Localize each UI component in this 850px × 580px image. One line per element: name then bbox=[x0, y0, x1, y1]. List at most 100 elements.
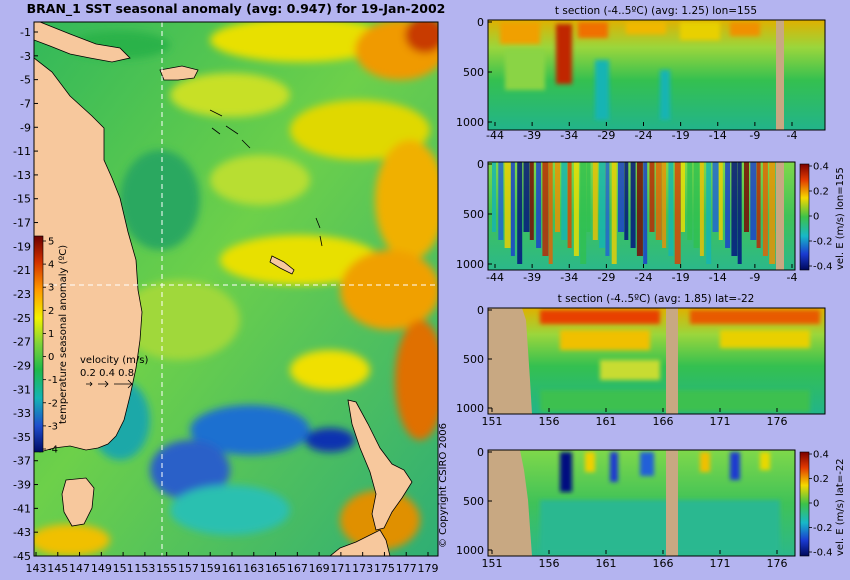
velocity-legend-values: 0.2 0.4 0.8 bbox=[80, 368, 134, 379]
x-tick-label: -14 bbox=[709, 129, 727, 142]
lat-tick-label: -45 bbox=[13, 550, 31, 563]
panel-3-frame bbox=[487, 449, 796, 557]
panel-1-frame bbox=[487, 161, 796, 271]
depth-tick-label: 500 bbox=[463, 208, 484, 221]
depth-tick-label: 500 bbox=[463, 66, 484, 79]
depth-tick-label: 0 bbox=[477, 304, 484, 317]
panel-1-colorbar bbox=[799, 163, 810, 271]
velocity-stripe bbox=[687, 162, 693, 240]
panel-3-colorbar-label: vel. E (m/s) lat=-22 bbox=[835, 458, 846, 556]
lon-tick-label: 149 bbox=[91, 562, 112, 575]
panel-3-colorbar-ticks: 0.4 0.2 0 -0.2 -0.4 bbox=[809, 450, 833, 559]
x-tick-label: -24 bbox=[635, 129, 653, 142]
depth-tick-label: 500 bbox=[463, 353, 484, 366]
x-tick-label: 161 bbox=[596, 557, 617, 570]
velocity-stripe bbox=[693, 162, 700, 248]
lat-tick-label: -13 bbox=[13, 169, 31, 182]
x-tick-label: -29 bbox=[597, 271, 615, 284]
velocity-stripe bbox=[599, 162, 606, 248]
vel-colorbar-tick-label: -0.4 bbox=[813, 548, 833, 559]
x-tick-label: -4 bbox=[787, 129, 798, 142]
colorbar-tick-label: 3 bbox=[48, 283, 54, 294]
lon-tick-label: 159 bbox=[200, 562, 221, 575]
velocity-stripe bbox=[769, 162, 776, 264]
velocity-stripe bbox=[510, 162, 515, 256]
velocity-stripe bbox=[624, 162, 629, 240]
lat-tick-label: -17 bbox=[13, 217, 31, 230]
vel-colorbar-tick-label: 0 bbox=[813, 212, 819, 223]
panel-1-field bbox=[488, 162, 795, 270]
panel-0-title: t section (-4..5ºC) (avg: 1.25) lon=155 bbox=[555, 5, 757, 17]
depth-tick-label: 0 bbox=[477, 446, 484, 459]
panel-3-colorbar bbox=[799, 451, 810, 557]
lat-tick-label: -15 bbox=[13, 193, 31, 206]
velocity-stripe bbox=[548, 162, 553, 264]
x-tick-label: -44 bbox=[486, 271, 504, 284]
lon-tick-label: 147 bbox=[69, 562, 90, 575]
lat-axis: -1 -3 -5 -7 -9 -11 -13 -15 -17 -19 -21 -23 -25 -27 -29… bbox=[13, 26, 38, 563]
lon-tick-label: 171 bbox=[330, 562, 351, 575]
velocity-stripe bbox=[618, 162, 624, 232]
x-tick-label: -39 bbox=[523, 129, 541, 142]
lat-tick-label: -41 bbox=[13, 502, 31, 515]
new-britain-landmass bbox=[159, 65, 199, 81]
temperature-colorbar bbox=[33, 235, 44, 453]
lat-tick-label: -5 bbox=[20, 74, 31, 87]
lat-tick-label: -23 bbox=[13, 288, 31, 301]
velocity-stripe bbox=[636, 162, 643, 256]
vel-colorbar-tick-label: 0.2 bbox=[813, 474, 829, 485]
new-caledonia-landmass bbox=[269, 255, 295, 275]
lat-tick-label: -21 bbox=[13, 264, 31, 277]
panel-2-field bbox=[488, 308, 825, 414]
panel-1-colorbar-label: vel. E (m/s) lon=155 bbox=[835, 167, 846, 270]
vel-colorbar-tick-label: 0.4 bbox=[813, 450, 829, 461]
vel-colorbar-tick-label: -0.2 bbox=[813, 523, 833, 534]
x-tick-label: -44 bbox=[486, 129, 504, 142]
velocity-stripe bbox=[611, 162, 617, 264]
panel-0-axes: 0 500 1000-44 -39 -34 -29 -24 -19 -14 -9 -4 bbox=[456, 16, 797, 142]
lat-tick-label: -7 bbox=[20, 97, 31, 110]
lat-tick-label: -29 bbox=[13, 359, 31, 372]
lon-tick-label: 173 bbox=[352, 562, 373, 575]
x-tick-label: 176 bbox=[767, 557, 788, 570]
lat-tick-label: -31 bbox=[13, 383, 31, 396]
solomon-islands bbox=[209, 109, 251, 149]
x-tick-label: -29 bbox=[597, 129, 615, 142]
panel-0-field bbox=[488, 20, 825, 130]
velocity-stripe bbox=[699, 162, 704, 256]
x-tick-label: 156 bbox=[539, 415, 560, 428]
new-guinea-landmass bbox=[34, 22, 131, 63]
velocity-stripe bbox=[712, 162, 719, 232]
velocity-stripe bbox=[756, 162, 761, 248]
lat-tick-label: -19 bbox=[13, 240, 31, 253]
velocity-stripe bbox=[573, 162, 579, 256]
lon-tick-label: 165 bbox=[265, 562, 286, 575]
lat-tick-label: -3 bbox=[20, 50, 31, 63]
x-tick-label: 166 bbox=[653, 557, 674, 570]
lon-tick-label: 151 bbox=[113, 562, 134, 575]
lon-tick-label: 167 bbox=[287, 562, 308, 575]
velocity-stripe bbox=[674, 162, 681, 264]
lon-tick-label: 163 bbox=[243, 562, 264, 575]
velocity-stripe bbox=[643, 162, 648, 264]
velocity-legend-arrows bbox=[86, 379, 133, 389]
velocity-stripe bbox=[744, 162, 749, 232]
velocity-stripe bbox=[737, 162, 742, 264]
velocity-stripe bbox=[750, 162, 757, 240]
velocity-stripe bbox=[662, 162, 667, 248]
lat-tick-label: -27 bbox=[13, 336, 31, 349]
velocity-stripe bbox=[492, 162, 496, 232]
lat-tick-label: -11 bbox=[13, 145, 31, 158]
depth-tick-label: 0 bbox=[477, 16, 484, 29]
new-zealand-north-landmass bbox=[347, 399, 413, 531]
velocity-stripe bbox=[725, 162, 731, 248]
x-tick-label: 151 bbox=[482, 415, 503, 428]
velocity-stripe bbox=[586, 162, 591, 232]
x-tick-label: 176 bbox=[767, 415, 788, 428]
lon-tick-label: 153 bbox=[134, 562, 155, 575]
panel-2-title: t section (-4..5ºC) (avg: 1.85) lat=-22 bbox=[558, 293, 755, 305]
x-tick-label: -39 bbox=[523, 271, 541, 284]
